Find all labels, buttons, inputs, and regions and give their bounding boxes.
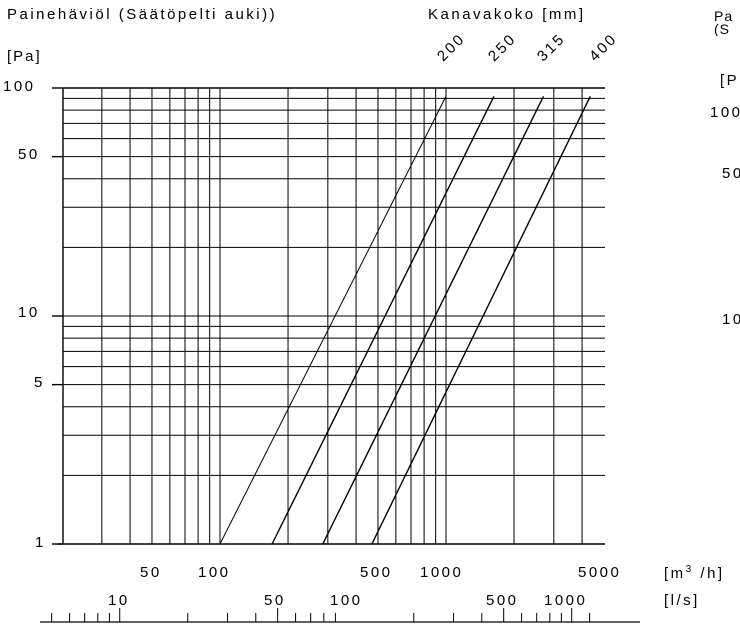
series-line-315: [322, 95, 545, 545]
xtick-label: 100: [198, 564, 231, 581]
ytick-label: 100: [3, 78, 36, 95]
x2tick-label: 500: [486, 592, 519, 609]
ytick-label: 50: [18, 146, 40, 163]
series-line-200: [219, 96, 447, 545]
ytick-label: 10: [18, 304, 40, 321]
x2tick-label: 100: [330, 592, 363, 609]
xtick-label: 500: [360, 564, 393, 581]
x2-axis-label: [l/s]: [664, 592, 700, 609]
xtick-label: 50: [140, 564, 162, 581]
x2tick-label: 50: [264, 592, 286, 609]
x-axis-label: [m3 /h]: [664, 564, 725, 582]
chart-title: Painehäviöl (Säätöpelti auki)): [7, 6, 278, 23]
secondary-x-axis: [40, 608, 640, 623]
series-line-250: [271, 95, 495, 545]
second-panel-title: Pa (S: [714, 10, 734, 36]
xtick-label: 5000: [578, 564, 622, 581]
x2tick-label: 1000: [544, 592, 588, 609]
chart-grid: [52, 87, 605, 545]
xtick-label: 1000: [420, 564, 464, 581]
ytick-label: 1: [35, 534, 46, 551]
second-panel-ytick-50: 50: [722, 165, 740, 182]
second-panel-ytick-100: 100: [710, 104, 740, 121]
second-panel-ytick-10: 10: [722, 311, 740, 328]
legend-title: Kanavakoko [mm]: [428, 6, 586, 23]
second-panel-y-label: [P: [720, 72, 740, 89]
ytick-label: 5: [34, 374, 45, 391]
chart-series-lines: [219, 95, 591, 545]
series-line-400: [371, 95, 591, 545]
x2tick-label: 10: [108, 592, 130, 609]
y-axis-label: [Pa]: [7, 48, 42, 65]
